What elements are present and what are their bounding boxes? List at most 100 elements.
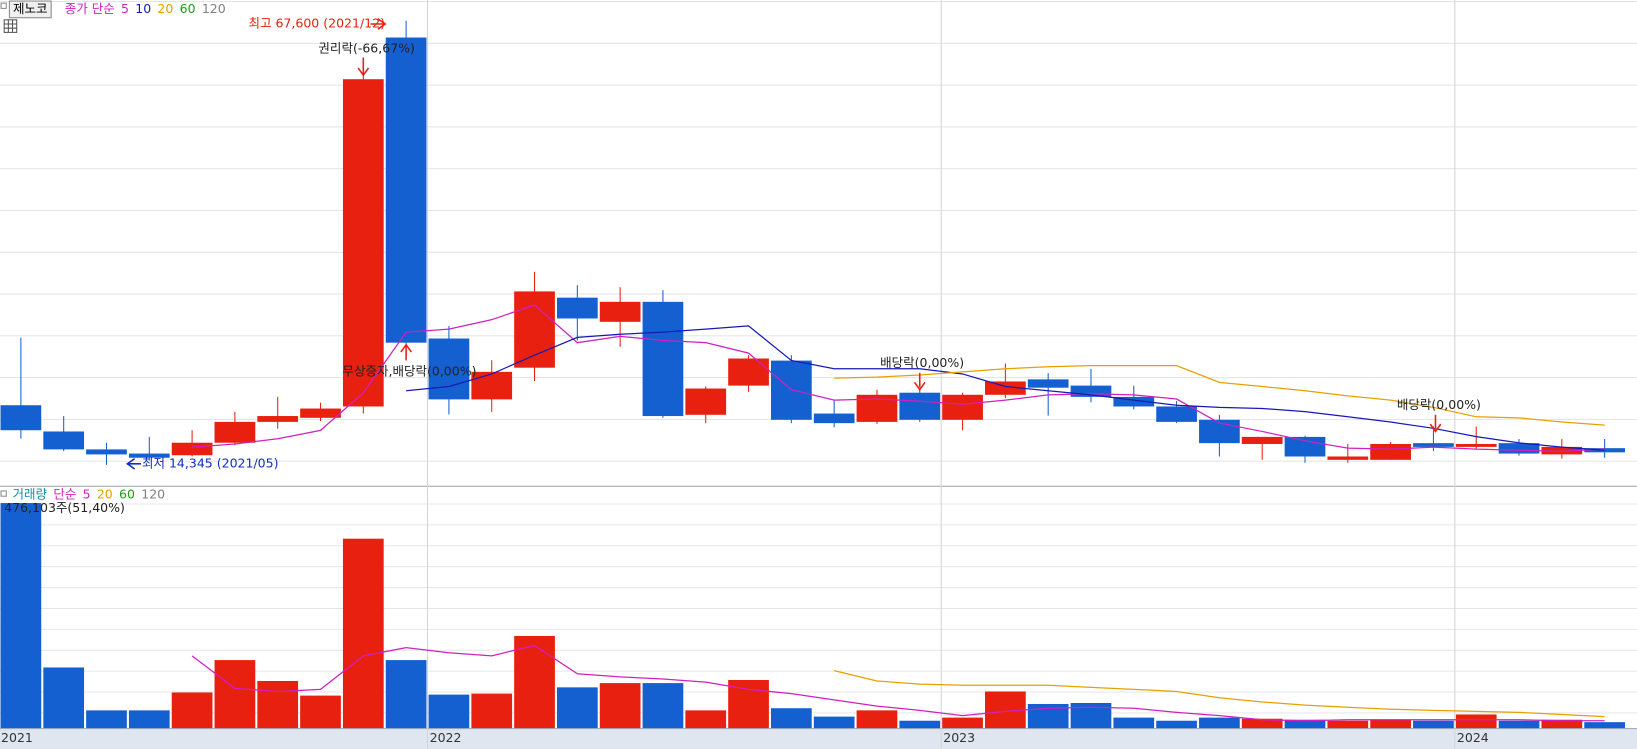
volume-bar: [43, 667, 85, 729]
volume-bar: [1584, 722, 1625, 729]
candle-body: [428, 338, 470, 400]
legend-item: 120: [141, 487, 165, 502]
volume-bar: [1541, 719, 1583, 729]
volume-bar: [942, 717, 983, 729]
moving-average: [834, 364, 1605, 426]
event-label: 배당락(0,00%): [1397, 397, 1481, 412]
volume-bar: [428, 694, 470, 729]
volume-bar: [599, 683, 641, 729]
candle-body: [1156, 406, 1197, 422]
x-tick-label: 2024: [1457, 730, 1489, 745]
x-tick-label: 2022: [430, 730, 462, 745]
event-label: 배당락(0,00%): [880, 355, 964, 370]
moving-average: [406, 325, 1605, 451]
candle-body: [942, 394, 983, 420]
volume-bar: [1113, 717, 1155, 729]
legend-item: 단순: [53, 487, 76, 502]
candle-body: [642, 301, 684, 417]
x-tick-label: 2021: [1, 730, 33, 745]
panel-toggle[interactable]: [0, 490, 7, 497]
candle-body: [1070, 385, 1112, 397]
arrow: [1429, 414, 1442, 433]
volume-bar: [1327, 720, 1369, 729]
volume-bar: [1498, 720, 1540, 729]
table-icon-lines: [4, 19, 17, 33]
volume-info: 476,103주(51,40%): [4, 500, 125, 515]
candle-body: [1498, 443, 1540, 454]
candle-body: [1413, 443, 1454, 447]
volume-bar: [556, 687, 598, 729]
volume-bar: [1156, 720, 1197, 729]
volume-bar: [514, 635, 555, 729]
candle-body: [43, 431, 85, 450]
legend-item: 10: [135, 1, 151, 16]
volume-bar: [1455, 714, 1497, 729]
candle-body: [342, 79, 384, 407]
candle-body: [0, 405, 42, 431]
candle-body: [1241, 436, 1283, 444]
candle-body: [599, 301, 641, 322]
candle-body: [171, 442, 213, 456]
candle-body: [899, 392, 941, 420]
volume-bar: [300, 695, 341, 729]
candle-body: [514, 291, 555, 368]
moving-average: [191, 644, 1605, 722]
volume-bar: [728, 679, 769, 729]
panel-toggle[interactable]: [0, 2, 7, 9]
volume-bar: [1413, 720, 1454, 729]
candle-body: [556, 297, 598, 319]
candle-body: [86, 449, 127, 455]
volume-bar: [86, 710, 127, 729]
candle-body: [1027, 379, 1069, 388]
price-grid: [0, 0, 1637, 486]
volume-bar: [171, 692, 213, 729]
candle-body: [300, 408, 341, 418]
low-label: 최저 14,345 (2021/05): [142, 455, 279, 470]
legend-item: 5: [121, 1, 129, 16]
candle-body: [1370, 443, 1411, 460]
volume-bar: [385, 660, 427, 729]
arrow: [357, 57, 370, 77]
volume-bar: [1241, 718, 1283, 729]
x-tick-label: 2023: [943, 730, 975, 745]
volume-bar: [257, 680, 299, 729]
table-icon[interactable]: [3, 19, 18, 33]
moving-average: [192, 304, 1605, 452]
volume-bar: [1370, 719, 1411, 729]
candle-body: [1284, 436, 1326, 457]
arrow: [126, 457, 141, 470]
volume-bar: [685, 710, 727, 729]
symbol-button[interactable]: [8, 0, 52, 19]
candle-body: [685, 388, 727, 415]
volume-bar: [128, 710, 170, 729]
candle-body: [1327, 456, 1369, 460]
volume-bar: [214, 660, 256, 729]
candle-body: [128, 453, 170, 458]
legend-item: 120: [202, 1, 226, 16]
volume-bar: [899, 720, 941, 729]
arrow: [370, 18, 387, 30]
candle-body: [985, 381, 1026, 395]
volume-bar: [0, 503, 42, 729]
arrow: [913, 372, 926, 391]
legend-item: 종가 단순: [65, 1, 115, 16]
event-label: 무상증자,배당락(0,00%): [342, 363, 476, 378]
arrow: [400, 343, 412, 361]
candle-body: [471, 371, 513, 400]
volume-bar: [1199, 717, 1240, 729]
symbol-name: 제노코: [13, 1, 48, 16]
candle-body: [257, 416, 299, 422]
legend-item: 거래량: [13, 487, 48, 502]
high-label: 최고 67,600 (2021/12): [248, 16, 385, 31]
legend-item: 20: [97, 487, 113, 502]
volume-bar: [856, 710, 898, 729]
candle-body: [214, 421, 256, 443]
candle-body: [813, 413, 855, 424]
volume-bar: [642, 683, 684, 729]
x-axis-strip: [0, 728, 1637, 749]
volume-bar: [770, 708, 812, 729]
candle-body: [1113, 396, 1155, 407]
event-label: 권리락(-66,67%): [318, 41, 415, 56]
